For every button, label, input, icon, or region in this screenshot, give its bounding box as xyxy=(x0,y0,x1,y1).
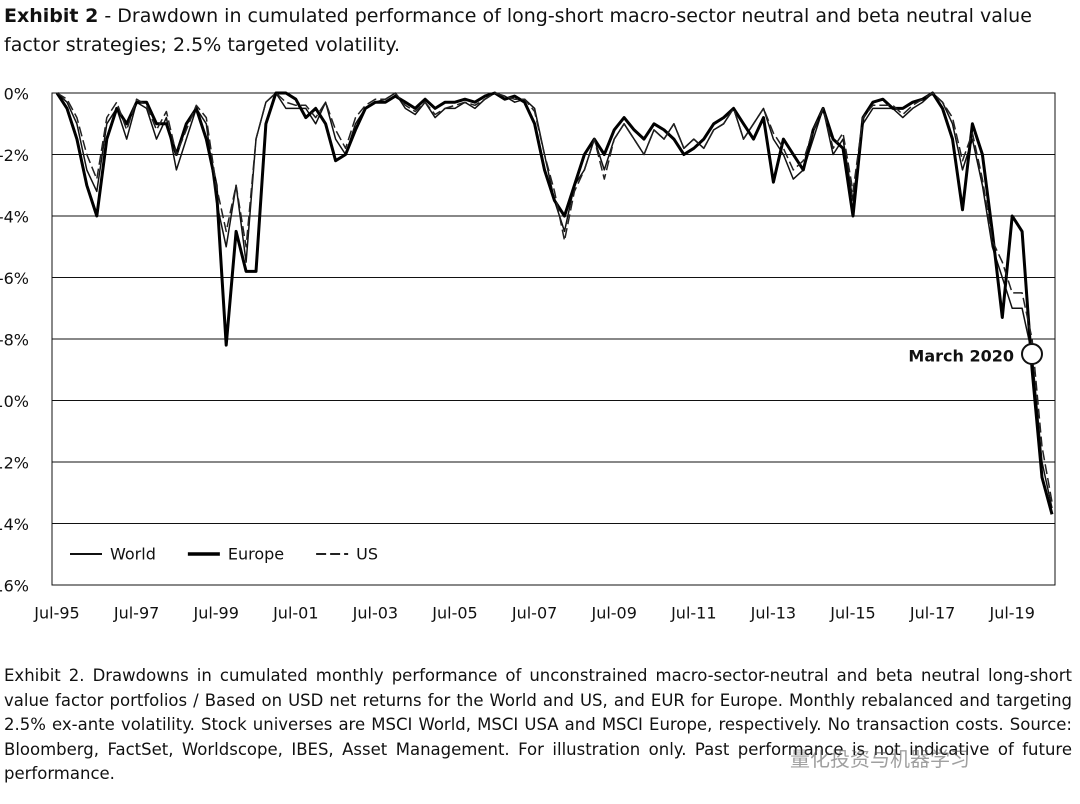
caption: Exhibit 2. Drawdowns in cumulated monthl… xyxy=(4,666,1072,783)
line-series xyxy=(55,91,1054,515)
x-tick-label: Jul-09 xyxy=(590,604,636,623)
x-tick-label: Jul-13 xyxy=(750,604,796,623)
x-tick-label: Jul-11 xyxy=(670,604,716,623)
x-tick-label: Jul-19 xyxy=(988,604,1034,623)
annotation: March 2020 xyxy=(908,347,1014,366)
y-tick-label: -8% xyxy=(0,331,29,350)
x-tick-label: Jul-03 xyxy=(352,604,398,623)
legend-label: World xyxy=(110,545,156,564)
legend-label: Europe xyxy=(228,545,284,564)
line-series xyxy=(56,92,1053,509)
legend-label: US xyxy=(356,545,378,564)
title-text: - Drawdown in cumulated performance of l… xyxy=(4,5,1032,56)
x-tick-label: Jul-15 xyxy=(829,604,875,623)
chart: 0% -2% -4% -6% -8% -10% -12% -14% -16%Jul-95 Jul-… xyxy=(0,85,1056,623)
x-tick-label: Jul-97 xyxy=(113,604,159,623)
x-tick-label: Jul-07 xyxy=(511,604,557,623)
y-tick-label: -6% xyxy=(0,269,29,288)
y-tick-label: -2% xyxy=(0,146,29,165)
x-tick-label: Jul-05 xyxy=(431,604,477,623)
y-tick-label: -4% xyxy=(0,208,29,227)
y-tick-label: -16% xyxy=(0,577,29,596)
title-label: Exhibit 2 xyxy=(4,5,99,27)
y-tick-label: -10% xyxy=(0,392,29,411)
y-tick-label: 0% xyxy=(4,85,29,104)
x-tick-label: Jul-17 xyxy=(909,604,955,623)
y-tick-label: -12% xyxy=(0,454,29,473)
annotation-marker xyxy=(1021,343,1043,365)
y-tick-label: -14% xyxy=(0,515,29,534)
line-series xyxy=(56,92,1053,503)
x-tick-label: Jul-99 xyxy=(192,604,238,623)
watermark: 量化投资与机器学习 xyxy=(790,747,970,771)
title: Exhibit 2 - Drawdown in cumulated perfor… xyxy=(4,2,1074,60)
x-tick-label: Jul-01 xyxy=(272,604,318,623)
x-tick-label: Jul-95 xyxy=(33,604,79,623)
legend: World Europe US xyxy=(70,545,378,564)
